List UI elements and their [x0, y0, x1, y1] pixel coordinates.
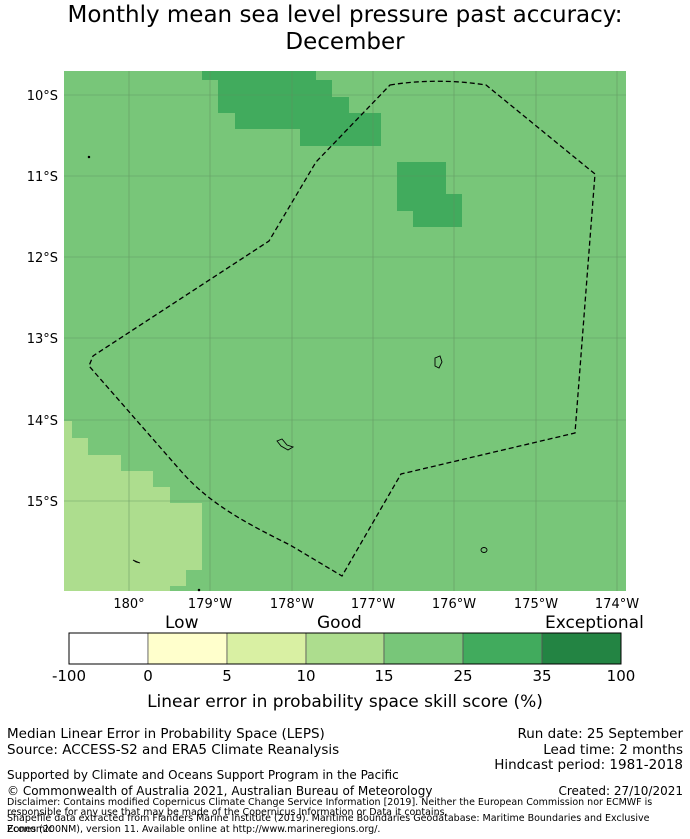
title-line-1: Monthly mean sea level pressure past acc…	[67, 2, 623, 28]
island	[480, 547, 488, 553]
lon-label: 178°W	[270, 597, 314, 612]
lon-label: 175°W	[514, 597, 558, 612]
lead-time: Lead time: 2 months	[543, 742, 683, 758]
island	[276, 438, 295, 451]
island	[434, 355, 443, 369]
colorbar-segment	[305, 632, 385, 665]
island	[197, 588, 201, 592]
colorbar-segment	[68, 632, 149, 665]
colorbar-tick: 25	[453, 667, 473, 685]
lat-label: 12°S	[27, 251, 58, 266]
eez-boundary	[88, 80, 596, 577]
colorbar-label: Linear error in probability space skill …	[147, 692, 543, 712]
colorbar-segment	[462, 632, 543, 665]
disclaimer-line-1: Disclaimer: Contains modified Copernicus…	[7, 797, 653, 808]
colorbar-tick: 5	[222, 667, 232, 685]
chart-title: Monthly mean sea level pressure past acc…	[0, 2, 690, 56]
islands	[87, 155, 488, 592]
high-skill-patch	[202, 71, 316, 80]
colorbar-tick: 100	[606, 667, 636, 685]
lat-label: 10°S	[27, 89, 58, 104]
lat-label: 13°S	[27, 332, 58, 347]
high-skill-patch	[218, 80, 332, 97]
high-skill-patch	[413, 194, 462, 227]
colorbar-category-good: Good	[317, 613, 362, 633]
low-skill-patch	[64, 421, 202, 591]
colorbar-segment	[147, 632, 228, 665]
hindcast-period: Hindcast period: 1981-2018	[494, 757, 683, 773]
colorbar-category-low: Low	[165, 613, 199, 633]
colorbar-frame	[68, 632, 622, 665]
high-skill-patch	[218, 97, 349, 113]
colorbar-tick: -100	[51, 667, 87, 685]
colorbar-tick: 35	[532, 667, 552, 685]
method-text: Median Linear Error in Probability Space…	[7, 726, 325, 742]
latitude-labels: 10°S 11°S 12°S 13°S 14°S 15°S	[27, 89, 58, 510]
lon-label: 177°W	[351, 597, 395, 612]
support-text: Supported by Climate and Oceans Support …	[7, 768, 399, 782]
source-text: Source: ACCESS-S2 and ERA5 Climate Reana…	[7, 742, 340, 758]
colorbar-tick: 15	[374, 667, 394, 685]
shapefile-line-2: Zones (200NM), version 11. Available onl…	[7, 824, 381, 835]
colorbar-segment	[541, 632, 622, 665]
colorbar-tick: 0	[143, 667, 153, 685]
colorbar-segment	[226, 632, 307, 665]
lon-label: 180°	[113, 597, 144, 612]
disclaimer-line-2: responsible for any use that may be made…	[7, 807, 448, 818]
colorbar-category-exceptional: Exceptional	[545, 613, 644, 633]
copyright-text: © Commonwealth of Australia 2021, Austra…	[7, 784, 433, 798]
colorbar	[68, 632, 622, 665]
island	[87, 155, 91, 159]
colorbar-segment	[383, 632, 464, 665]
colorbar-tick: 10	[296, 667, 316, 685]
longitude-labels: 180° 179°W 178°W 177°W 176°W 175°W 174°W	[113, 597, 639, 612]
lon-label: 176°W	[432, 597, 476, 612]
lon-label: 179°W	[188, 597, 232, 612]
run-date: Run date: 25 September	[517, 726, 683, 742]
lat-label: 15°S	[27, 495, 58, 510]
high-skill-patch	[235, 113, 381, 129]
graticule	[64, 71, 626, 591]
lat-label: 14°S	[27, 414, 58, 429]
shapefile-line-1: Shapefile data extracted from Flanders M…	[7, 813, 650, 835]
island	[132, 559, 141, 564]
title-line-2: December	[285, 29, 405, 55]
lat-label: 11°S	[27, 170, 58, 185]
high-skill-patch	[300, 129, 381, 146]
created-date: Created: 27/10/2021	[558, 784, 683, 798]
lon-label: 174°W	[595, 597, 639, 612]
